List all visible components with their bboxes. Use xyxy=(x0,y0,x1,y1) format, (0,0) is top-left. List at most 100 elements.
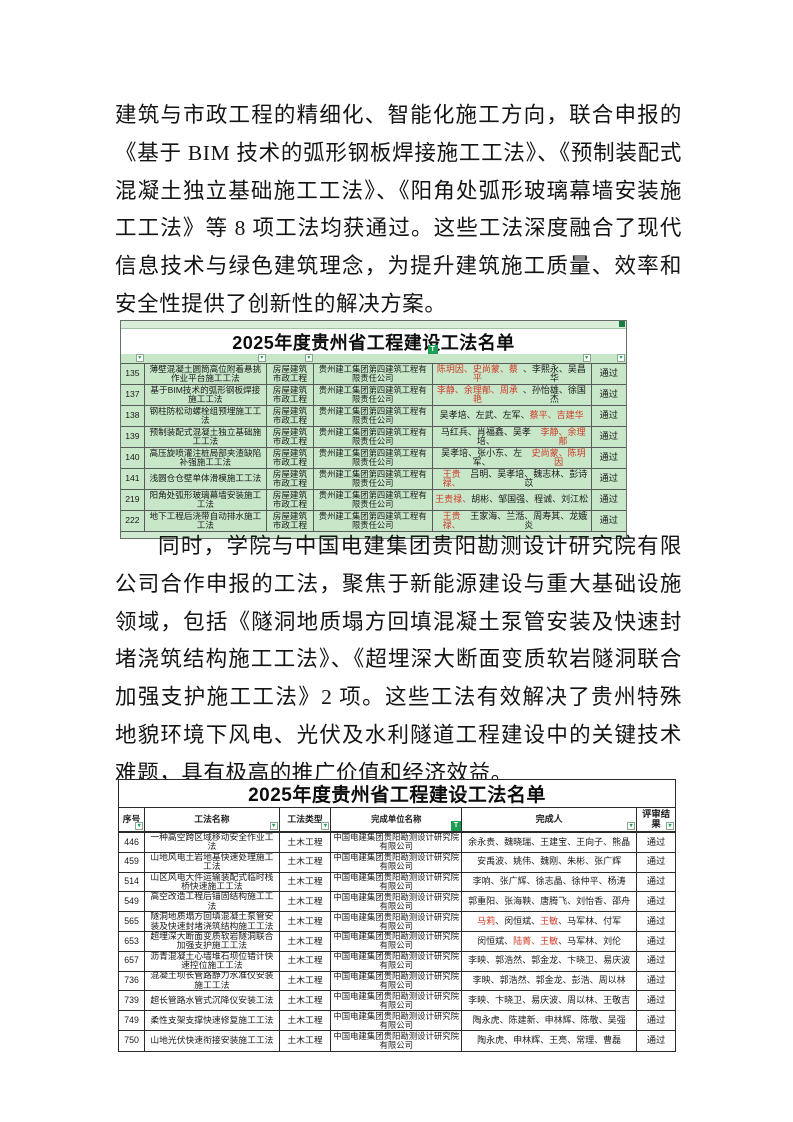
body-paragraph-1: 建筑与市政工程的精细化、智能化施工方向，联合申报的《基于 BIM 技术的弧形钢板… xyxy=(115,103,682,316)
person-names-highlighted: 王敏 xyxy=(540,915,559,926)
table1-bottom-strip xyxy=(121,532,626,538)
cell-seq-no: 459 xyxy=(119,852,146,873)
table1-filter-row: ▾ ▾ ▾ ▾ ▾ xyxy=(121,354,626,364)
excel-selection-corner xyxy=(619,321,625,327)
filter-dropdown-icon[interactable]: ▾ xyxy=(616,354,625,362)
table-row: 141 浅圆仓仓壁单体滑模施工工法 房屋建筑市政工程 贵州建工集团第四建筑工程有限责任… xyxy=(121,469,626,490)
table-row: 222 地下工程后浇带自动排水施工工法 房屋建筑市政工程 贵州建工集团第四建筑工程有限… xyxy=(121,511,626,532)
cell-people: 马莉 、闵恒斌、 王敏 、马军林、付军 xyxy=(462,912,638,932)
cell-seq-no: 749 xyxy=(119,1011,146,1031)
cell-review-result: 通过 xyxy=(591,385,626,406)
cell-seq-no: 514 xyxy=(119,872,146,893)
filter-dropdown-icon[interactable]: ▾ xyxy=(135,822,144,830)
cell-review-result: 通过 xyxy=(637,872,675,893)
person-names: 、马军林、付军 xyxy=(558,915,622,926)
header-label: 评审结果 xyxy=(642,809,670,829)
cell-organization: 贵州建工集团第四建筑工程有限责任公司 xyxy=(313,385,433,406)
table2-header-row: 序号 ▾ 工法名称 ▾ 工法类型 ▾ 完成单位名称 T 完成人 ▾ 评审结果 ▾ xyxy=(119,808,675,833)
person-names: 、闵恒斌、 xyxy=(495,915,541,926)
person-names: 李映、郭浩然、郭金龙、卞晓卫、易庆波 xyxy=(468,955,631,966)
cell-category: 土木工程 xyxy=(279,872,332,893)
cell-seq-no: 222 xyxy=(121,511,145,532)
cell-organization: 贵州建工集团第四建筑工程有限责任公司 xyxy=(313,511,433,532)
cell-category: 土木工程 xyxy=(279,1011,332,1031)
cell-category: 房屋建筑市政工程 xyxy=(266,448,314,469)
table-row: 514 山区风电大件运输装配式临时栈桥快速施工工法 土木工程 中国电建集团贵阳勘测设计… xyxy=(119,872,675,893)
cell-review-result: 通过 xyxy=(591,469,626,490)
cell-category: 房屋建筑市政工程 xyxy=(266,406,314,427)
cell-people: 吴孝培、张小东、左军、 史尚蒙、陈玥因 xyxy=(432,448,592,469)
cell-review-result: 通过 xyxy=(637,852,675,873)
filter-dropdown-icon[interactable]: ▾ xyxy=(321,822,330,830)
person-names: 吴孝培、左武、左军、 xyxy=(439,410,530,421)
table1-rows: 135 薄壁混凝土圆筒高位附着悬挑作业平台施工工法 房屋建筑市政工程 贵州建工集团第四… xyxy=(121,364,626,532)
person-names: 郭重阳、张海鞅、唐腾飞、刘怡香、邵舟 xyxy=(468,896,631,907)
cell-organization: 中国电建集团贵阳勘测设计研究院有限公司 xyxy=(331,1030,463,1051)
person-names-highlighted: 陈玥因、史尚蒙、蔡平 xyxy=(436,364,518,383)
header-label: 工法名称 xyxy=(194,813,230,824)
table2-header-2: 工法名称 ▾ xyxy=(145,808,280,832)
person-names: 李响、张广辉、徐志晶、徐仲平、杨涛 xyxy=(472,876,626,887)
person-names: 闵恒斌、 xyxy=(477,935,514,946)
cell-method-name: 柔性支架支撑快速修复施工工法 xyxy=(145,1011,280,1031)
cell-category: 土木工程 xyxy=(279,971,332,992)
cell-review-result: 通过 xyxy=(637,912,675,932)
cell-category: 土木工程 xyxy=(279,951,332,972)
cell-people: 李映、郭浩然、郭金龙、彭浩、周以林 xyxy=(462,971,638,992)
cell-review-result: 通过 xyxy=(637,951,675,972)
person-names-highlighted: 史尚蒙、陈玥因 xyxy=(531,448,586,467)
cell-review-result: 通过 xyxy=(637,971,675,992)
filter-dropdown-icon[interactable]: ▾ xyxy=(257,354,266,362)
cell-organization: 贵州建工集团第四建筑工程有限责任公司 xyxy=(313,490,433,511)
filter-dropdown-icon[interactable]: ▾ xyxy=(269,822,278,830)
cell-people: 王贵禄、 王家海、兰湉、周寿其、龙娥炎 xyxy=(432,511,592,532)
cell-people: 安禹波、姚伟、魏刚、朱彬、张广辉 xyxy=(462,852,638,873)
cell-seq-no: 549 xyxy=(119,892,146,913)
table-row: 137 基于BIM技术的弧形钢板焊接施工工法 房屋建筑市政工程 贵州建工集团第四建筑工… xyxy=(121,385,626,406)
filter-dropdown-icon[interactable]: ▾ xyxy=(582,354,591,362)
person-names-highlighted: 王贵禄、 xyxy=(435,494,472,505)
filter-dropdown-icon[interactable]: ▾ xyxy=(665,822,674,830)
table-row: 135 薄壁混凝土圆筒高位附着悬挑作业平台施工工法 房屋建筑市政工程 贵州建工集团第四… xyxy=(121,364,626,385)
person-names: 王家海、兰湉、周寿其、龙娥炎 xyxy=(470,511,588,530)
filter-dropdown-icon[interactable]: ▾ xyxy=(627,822,636,830)
filter-dropdown-icon[interactable]: ▾ xyxy=(135,354,144,362)
table-row: 750 山地光伏快速衔接安装施工工法 土木工程 中国电建集团贵阳勘测设计研究院有限公司… xyxy=(119,1030,675,1051)
cell-method-name: 薄壁混凝土圆筒高位附着悬挑作业平台施工工法 xyxy=(144,364,267,385)
cell-method-name: 高压旋喷灌注桩局部夹渣缺陷补强施工工法 xyxy=(144,448,267,469)
cell-organization: 中国电建集团贵阳勘测设计研究院有限公司 xyxy=(331,872,463,893)
filter-dropdown-icon[interactable]: ▾ xyxy=(304,354,313,362)
table2-rows: 446 一种高空跨区域移动安全作业工法 土木工程 中国电建集团贵阳勘测设计研究院有限公… xyxy=(119,833,675,1051)
table-row: 138 钢柱防松动螺栓组预埋施工工法 房屋建筑市政工程 贵州建工集团第四建筑工程有限责… xyxy=(121,406,626,427)
cell-method-name: 浅圆仓仓壁单体滑模施工工法 xyxy=(144,469,267,490)
person-names-highlighted: 李静、余理郬、周承艳 xyxy=(436,385,518,404)
person-names: 、孙怡雄、徐国杰 xyxy=(522,385,586,404)
person-names: 、李熙永、吴昌华 xyxy=(522,364,586,383)
filter-active-icon[interactable]: T xyxy=(451,821,462,831)
cell-seq-no: 739 xyxy=(119,991,146,1012)
person-names: 余永贵、魏晓瑞、王建宝、王向子、熊晶 xyxy=(468,836,631,847)
cell-method-name: 山区风电大件运输装配式临时栈桥快速施工工法 xyxy=(145,872,280,893)
table1-title-row: 2025年度贵州省工程建设工法名单 T xyxy=(121,329,626,355)
cell-category: 房屋建筑市政工程 xyxy=(266,427,314,448)
cell-review-result: 通过 xyxy=(637,833,675,853)
cell-category: 土木工程 xyxy=(279,852,332,873)
cell-method-name: 沥青混凝土心墙堆石坝位错计快速控位施工工法 xyxy=(145,951,280,972)
cell-category: 土木工程 xyxy=(279,931,332,952)
cell-review-result: 通过 xyxy=(637,1011,675,1031)
cell-method-name: 预制装配式混凝土独立基础施工工法 xyxy=(144,427,267,448)
cell-method-name: 超长管路水管式沉降仪安装工法 xyxy=(145,991,280,1012)
cell-category: 房屋建筑市政工程 xyxy=(266,490,314,511)
cell-organization: 中国电建集团贵阳勘测设计研究院有限公司 xyxy=(331,991,463,1012)
cell-organization: 贵州建工集团第四建筑工程有限责任公司 xyxy=(313,406,433,427)
cell-organization: 贵州建工集团第四建筑工程有限责任公司 xyxy=(313,427,433,448)
cell-people: 吴孝培、左武、左军、 蔡平、吉建华 xyxy=(432,406,592,427)
cell-organization: 中国电建集团贵阳勘测设计研究院有限公司 xyxy=(331,912,463,932)
cell-organization: 中国电建集团贵阳勘测设计研究院有限公司 xyxy=(331,852,463,873)
cell-category: 土木工程 xyxy=(279,991,332,1012)
cell-method-name: 地下工程后浇带自动排水施工工法 xyxy=(144,511,267,532)
cell-people: 王贵禄、 胡彬、邹国强、程诚、刘江松 xyxy=(432,490,592,511)
cell-method-name: 阳角处弧形玻璃幕墙安装施工工法 xyxy=(144,490,267,511)
table2-header-1: 序号 ▾ xyxy=(119,808,146,832)
filter-active-icon[interactable]: T xyxy=(427,345,438,355)
